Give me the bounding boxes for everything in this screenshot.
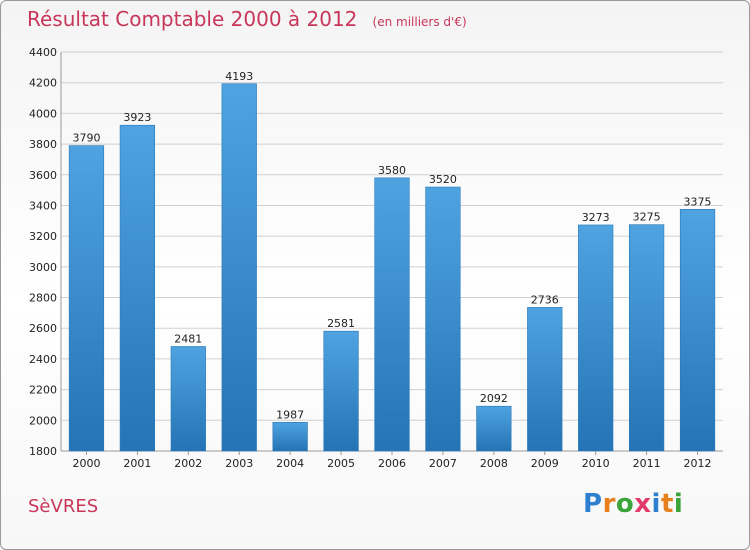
chart-title-main: Résultat Comptable 2000 à 2012 [27,7,358,31]
x-tick-label: 2009 [531,457,559,470]
logo-letter: x [634,489,652,519]
x-tick-label: 2003 [225,457,253,470]
data-label-2003: 4193 [225,70,253,83]
x-tick-label: 2000 [72,457,100,470]
data-label-2004: 1987 [276,408,304,421]
data-label-2006: 3580 [378,164,406,177]
y-tick-label: 2800 [29,292,57,305]
bar-2012 [679,208,716,452]
city-name: SèVRES [28,496,99,517]
data-label-2007: 3520 [429,173,457,186]
y-tick-label: 3400 [29,199,57,212]
y-tick-label: 3000 [29,261,57,274]
x-tick-label: 2005 [327,457,355,470]
y-tick-label: 3200 [29,230,57,243]
bar-2007 [425,186,461,452]
bar-2008 [476,405,512,452]
chart-title: Résultat Comptable 2000 à 2012 (en milli… [27,7,467,31]
logo-letter: r [602,489,616,519]
x-axis-ticks: 2000 2001 2002 2003 2004 2005 2006 2007 2008 2009… [72,451,712,470]
y-tick-label: 2200 [29,384,57,397]
x-tick-label: 2001 [123,457,151,470]
x-tick-label: 2011 [633,457,661,470]
bar-2009 [527,307,563,452]
bar-2004 [272,422,308,452]
y-tick-label: 4400 [29,46,57,59]
bar-2001 [119,124,155,452]
data-label-2005: 2581 [327,317,355,330]
x-tick-label: 2006 [378,457,406,470]
data-label-2002: 2481 [174,332,202,345]
logo-letter: t [660,489,674,519]
y-tick-label: 2000 [29,414,57,427]
data-label-2008: 2092 [480,392,508,405]
bar-2003 [221,83,257,452]
data-label-2011: 3275 [633,211,661,224]
y-tick-label: 4000 [29,107,57,120]
y-tick-label: 1800 [29,445,57,458]
data-label-2010: 3273 [582,211,610,224]
x-tick-label: 2010 [582,457,610,470]
bar-2005 [323,330,359,452]
x-tick-label: 2002 [174,457,202,470]
logo-letter: i [673,489,684,519]
bars [68,83,716,452]
logo-letter: i [651,489,661,519]
logo-letter: o [615,489,635,519]
y-tick-label: 2400 [29,353,57,366]
y-tick-label: 2600 [29,322,57,335]
x-tick-label: 2012 [684,457,712,470]
x-tick-label: 2008 [480,457,508,470]
y-tick-label: 4200 [29,77,57,90]
y-tick-label: 3800 [29,138,57,151]
x-tick-label: 2004 [276,457,304,470]
y-axis-ticks: 1800 2000 2200 2400 2600 2800 3000 3200 3400 3600… [29,46,57,458]
bar-2006 [374,177,410,452]
x-tick-label: 2007 [429,457,457,470]
data-label-2012: 3375 [684,195,712,208]
data-label-2009: 2736 [531,293,559,306]
y-tick-label: 3600 [29,169,57,182]
bar-2000 [68,145,105,452]
bar-2011 [629,224,665,452]
logo-letter: P [583,489,603,519]
data-label-2001: 3923 [123,111,151,124]
chart-subtitle: (en milliers d'€) [372,15,467,29]
proxiti-logo[interactable]: Proxiti [583,489,683,519]
bar-2002 [170,346,206,452]
data-labels: 3790 3923 2481 4193 1987 2581 3580 3520 2092 2736… [72,70,711,422]
bar-2010 [578,224,614,452]
data-label-2000: 3790 [72,132,100,145]
